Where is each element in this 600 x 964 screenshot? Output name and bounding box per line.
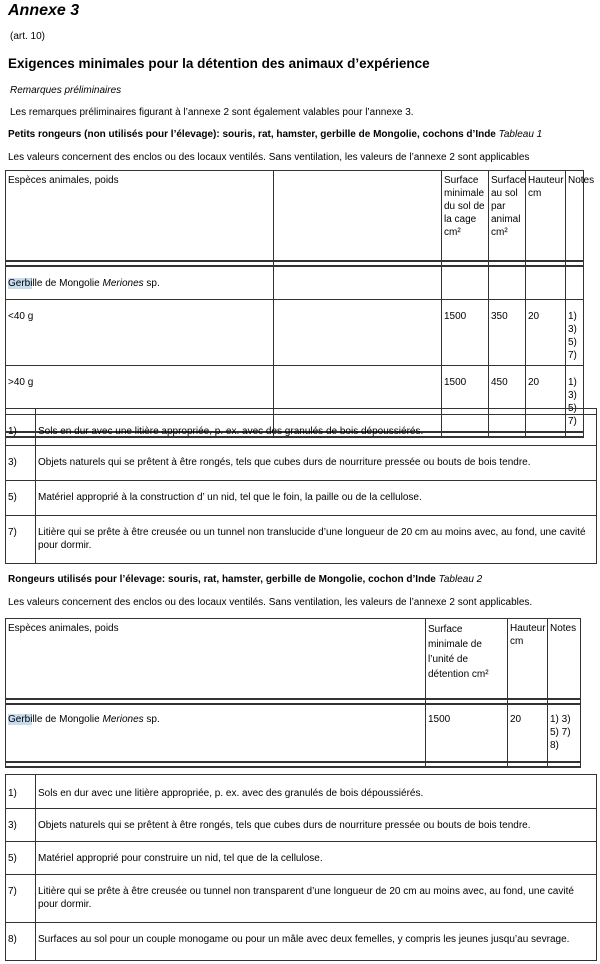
note-number: 8) bbox=[5, 922, 36, 961]
section-heading: Exigences minimales pour la détention de… bbox=[8, 56, 430, 71]
note-text: Matériel approprié pour construire un ni… bbox=[35, 841, 597, 875]
selected-text[interactable]: Gerbi bbox=[8, 713, 33, 725]
note-row: 5) Matériel approprié à la construction d… bbox=[5, 480, 597, 516]
selected-text[interactable]: Gerbi bbox=[8, 277, 33, 289]
note-row: 1) Sols en dur avec une litière approprié… bbox=[5, 414, 597, 446]
species-name: lle de Mongolie bbox=[32, 713, 103, 725]
note-text: Objets naturels qui se prêtent à être ro… bbox=[35, 445, 597, 481]
table-row: <40 g 1500 350 20 1) 3) 5) 7) bbox=[5, 299, 584, 366]
note-row: 8) Surfaces au sol pour un couple monogam… bbox=[5, 922, 597, 961]
table-1-notes: 1) Sols en dur avec une litière approprié… bbox=[5, 408, 597, 564]
table-header-row: Espèces animales, poids Surface minimale… bbox=[5, 170, 594, 261]
header-cell: Notes bbox=[565, 170, 594, 261]
note-row: 7) Litière qui se prête à être creusée ou… bbox=[5, 874, 597, 923]
table-2: Espèces animales, poids Surface minimale… bbox=[5, 618, 581, 768]
note-number: 5) bbox=[5, 480, 36, 516]
table1-heading: Petits rongeurs (non utilisés pour l’éle… bbox=[8, 129, 542, 140]
cell: 1500 bbox=[425, 703, 508, 762]
header-cell bbox=[273, 170, 442, 261]
prelim-text: Les remarques préliminaires figurant à l… bbox=[10, 107, 414, 118]
note-number: 7) bbox=[5, 874, 36, 923]
latin-name: Meriones bbox=[102, 713, 144, 725]
note-text: Objets naturels qui se prêtent à être ro… bbox=[35, 808, 597, 842]
note-row: 7) Litière qui se prête à être creusée ou… bbox=[5, 515, 597, 564]
cell: <40 g bbox=[5, 299, 274, 366]
note-number: 3) bbox=[5, 808, 36, 842]
t2-heading-text: Rongeurs utilisés pour l’élevage: souris… bbox=[8, 574, 436, 585]
note-number: 1) bbox=[5, 774, 36, 809]
header-cell: Surface minimale de l’unité de détention… bbox=[425, 618, 508, 699]
t1-heading-text: Petits rongeurs (non utilisés pour l’éle… bbox=[8, 129, 496, 140]
table1-intro: Les valeurs concernent des enclos ou des… bbox=[8, 152, 530, 163]
latin-name: Meriones bbox=[102, 277, 144, 289]
note-text: Matériel approprié à la construction d’ … bbox=[35, 480, 597, 516]
species-sp: sp. bbox=[143, 713, 160, 725]
species-sp: sp. bbox=[143, 277, 160, 289]
prelim-label: Remarques préliminaires bbox=[10, 85, 122, 96]
header-cell: Hauteur cm bbox=[507, 618, 548, 699]
cell: 1500 bbox=[441, 299, 489, 366]
header-cell: Hauteur cm bbox=[525, 170, 566, 261]
note-row: 5) Matériel approprié pour construire un … bbox=[5, 841, 597, 875]
note-number: 3) bbox=[5, 445, 36, 481]
t2-label: Tableau 2 bbox=[438, 574, 483, 585]
table-row: Gerbille de Mongolie Meriones sp. bbox=[5, 265, 584, 300]
header-cell: Notes bbox=[547, 618, 581, 699]
note-row: 3) Objets naturels qui se prêtent à être … bbox=[5, 808, 597, 842]
header-cell: Espèces animales, poids bbox=[5, 618, 426, 699]
cell: 20 bbox=[507, 703, 548, 762]
species-name: lle de Mongolie bbox=[32, 277, 103, 289]
table2-heading: Rongeurs utilisés pour l’élevage: souris… bbox=[8, 574, 482, 585]
note-row: 1) Sols en dur avec une litière approprié… bbox=[5, 774, 597, 809]
note-text: Litière qui se prête à être creusée ou u… bbox=[35, 515, 597, 564]
cell: 1) 3) 5) 7) 8) bbox=[547, 703, 581, 762]
note-text: Sols en dur avec une litière appropriée,… bbox=[35, 774, 597, 809]
note-number: 5) bbox=[5, 841, 36, 875]
header-cell: Surface au sol par animal cm² bbox=[488, 170, 526, 261]
page-title: Annexe 3 bbox=[8, 2, 80, 19]
note-number: 1) bbox=[5, 414, 36, 446]
cell bbox=[273, 299, 442, 366]
cell: 350 bbox=[488, 299, 526, 366]
table-row: Gerbille de Mongolie Meriones sp. 1500 2… bbox=[5, 703, 581, 762]
note-text: Sols en dur avec une litière appropriée,… bbox=[35, 414, 597, 446]
note-text: Surfaces au sol pour un couple monogame … bbox=[35, 922, 597, 961]
t1-label: Tableau 1 bbox=[498, 129, 543, 140]
cell: 20 bbox=[525, 299, 566, 366]
cell: 1) 3) 5) 7) bbox=[565, 299, 584, 366]
header-cell: Espèces animales, poids bbox=[5, 170, 274, 261]
note-row: 3) Objets naturels qui se prêtent à être … bbox=[5, 445, 597, 481]
species-cell: Gerbille de Mongolie Meriones sp. bbox=[5, 265, 274, 300]
table-header-row: Espèces animales, poids Surface minimale… bbox=[5, 618, 581, 699]
note-text: Litière qui se prête à être creusée ou t… bbox=[35, 874, 597, 923]
header-cell: Surface minimale du sol de la cage cm² bbox=[441, 170, 489, 261]
note-number: 7) bbox=[5, 515, 36, 564]
table-1: Espèces animales, poids Surface minimale… bbox=[5, 170, 594, 438]
table2-intro: Les valeurs concernent des enclos ou des… bbox=[8, 597, 533, 608]
table-2-notes: 1) Sols en dur avec une litière approprié… bbox=[5, 774, 597, 961]
article-ref: (art. 10) bbox=[10, 31, 46, 42]
species-cell: Gerbille de Mongolie Meriones sp. bbox=[5, 703, 426, 762]
